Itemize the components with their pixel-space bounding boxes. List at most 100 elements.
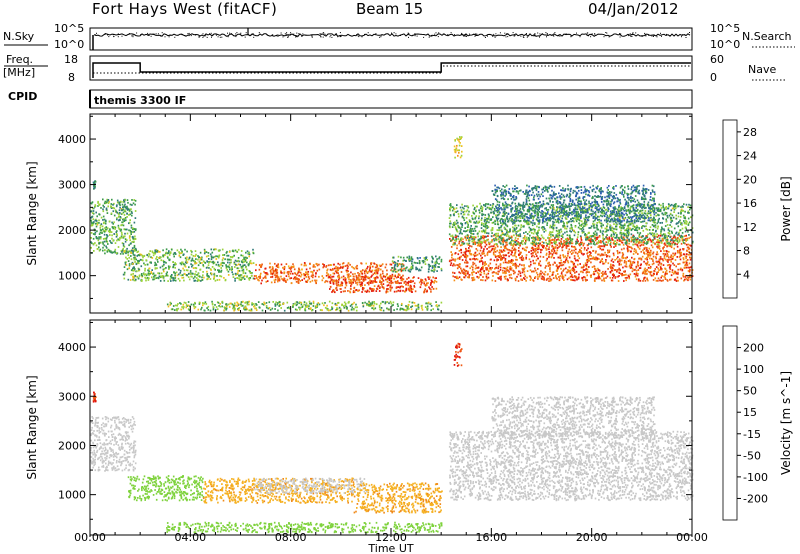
data-cell bbox=[684, 274, 687, 277]
data-cell bbox=[433, 270, 435, 273]
data-cell bbox=[599, 214, 602, 217]
data-cell bbox=[570, 253, 573, 255]
data-cell bbox=[120, 235, 123, 238]
data-cell bbox=[553, 257, 555, 259]
data-cell bbox=[296, 309, 298, 311]
data-cell bbox=[96, 248, 99, 250]
data-cell bbox=[681, 205, 684, 208]
data-cell bbox=[514, 252, 516, 255]
data-cell bbox=[152, 254, 155, 257]
data-cell bbox=[183, 253, 185, 256]
data-cell bbox=[603, 262, 606, 265]
data-cell bbox=[682, 258, 685, 261]
data-cell bbox=[500, 278, 502, 281]
data-cell bbox=[485, 221, 488, 224]
data-cell bbox=[563, 210, 566, 213]
data-cell bbox=[542, 275, 544, 278]
data-cell bbox=[237, 308, 239, 310]
data-cell bbox=[210, 256, 213, 259]
data-cell bbox=[236, 260, 238, 263]
data-cell bbox=[648, 247, 651, 250]
data-cell bbox=[587, 247, 589, 250]
data-cell bbox=[551, 238, 554, 241]
data-cell bbox=[226, 268, 228, 271]
data-cell bbox=[509, 267, 512, 270]
data-cell bbox=[346, 264, 348, 267]
data-cell bbox=[130, 224, 133, 227]
data-cell bbox=[410, 268, 412, 271]
data-cell bbox=[368, 290, 371, 293]
data-cell bbox=[672, 207, 675, 210]
data-cell bbox=[660, 258, 662, 260]
data-cell bbox=[583, 247, 586, 249]
data-cell bbox=[506, 261, 508, 264]
data-cell bbox=[336, 304, 338, 307]
data-cell bbox=[104, 227, 106, 229]
data-cell bbox=[664, 225, 667, 227]
data-cell bbox=[595, 258, 597, 261]
data-cell bbox=[520, 251, 522, 254]
data-cell bbox=[412, 288, 414, 291]
data-cell bbox=[234, 302, 236, 305]
data-cell bbox=[688, 262, 691, 265]
data-cell bbox=[221, 300, 224, 303]
data-cell bbox=[480, 279, 482, 281]
data-cell bbox=[93, 187, 95, 190]
data-cell bbox=[585, 279, 587, 282]
data-cell bbox=[549, 275, 551, 278]
data-cell bbox=[606, 214, 609, 217]
data-cell bbox=[229, 268, 231, 271]
data-cell bbox=[104, 200, 107, 203]
data-cell bbox=[476, 244, 479, 247]
data-cell bbox=[671, 220, 674, 222]
data-cell bbox=[290, 265, 293, 268]
data-cell bbox=[608, 236, 611, 239]
data-cell bbox=[464, 274, 467, 277]
data-cell bbox=[239, 276, 241, 278]
data-cell bbox=[402, 289, 404, 292]
data-cell bbox=[457, 253, 460, 256]
data-cell bbox=[559, 262, 561, 264]
data-cell bbox=[478, 252, 481, 255]
data-cell bbox=[594, 212, 597, 214]
data-cell bbox=[361, 272, 364, 275]
data-cell bbox=[368, 304, 370, 307]
data-cell bbox=[199, 268, 201, 271]
data-cell bbox=[667, 235, 670, 237]
data-cell bbox=[602, 270, 604, 273]
data-cell bbox=[326, 308, 329, 311]
data-cell bbox=[656, 261, 658, 264]
data-cell bbox=[165, 272, 168, 275]
data-cell bbox=[328, 309, 330, 312]
data-cell bbox=[356, 306, 358, 309]
data-cell bbox=[243, 275, 246, 277]
data-cell bbox=[338, 267, 341, 270]
data-cell bbox=[618, 263, 621, 265]
data-cell bbox=[370, 280, 373, 282]
data-cell bbox=[484, 279, 487, 282]
data-cell bbox=[637, 272, 639, 275]
data-cell bbox=[636, 218, 639, 221]
data-cell bbox=[91, 223, 94, 226]
data-cell bbox=[601, 248, 603, 251]
data-cell bbox=[368, 269, 371, 272]
data-cell bbox=[274, 269, 277, 272]
data-cell bbox=[680, 251, 682, 254]
data-cell bbox=[460, 278, 462, 281]
data-cell bbox=[663, 250, 665, 252]
data-cell bbox=[523, 232, 525, 234]
data-cell bbox=[503, 270, 506, 273]
data-cell bbox=[366, 302, 368, 305]
data-cell bbox=[288, 267, 291, 269]
data-cell bbox=[484, 205, 487, 208]
data-cell bbox=[400, 279, 403, 282]
data-cell bbox=[452, 275, 454, 278]
data-cell bbox=[471, 240, 473, 243]
data-cell bbox=[288, 307, 291, 310]
data-cell bbox=[184, 273, 186, 275]
data-cell bbox=[483, 220, 486, 223]
data-cell bbox=[184, 248, 186, 251]
data-cell bbox=[186, 269, 189, 272]
data-cell bbox=[282, 303, 285, 305]
data-cell bbox=[600, 253, 603, 256]
